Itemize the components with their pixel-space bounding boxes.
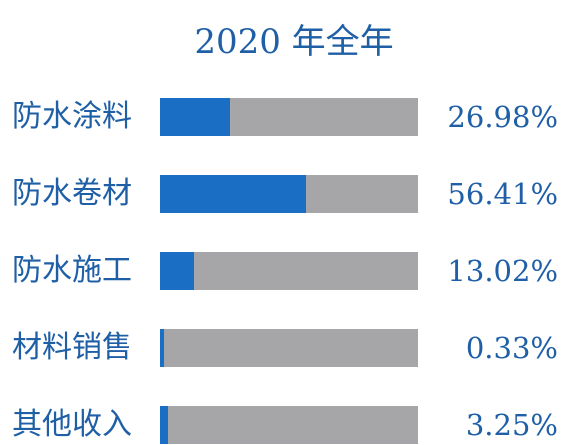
bar-track: [160, 329, 418, 367]
chart-title: 2020 年全年: [194, 22, 394, 62]
category-label: 材料销售: [12, 330, 132, 365]
bar-row: 防水卷材 56.41%: [0, 174, 588, 214]
bar-row: 防水涂料 26.98%: [0, 97, 588, 137]
category-label: 防水涂料: [12, 99, 132, 134]
bar-track: [160, 175, 418, 213]
bar: [160, 329, 164, 367]
category-label: 防水施工: [12, 253, 132, 288]
bar-row: 防水施工 13.02%: [0, 251, 588, 291]
bar-row: 材料销售 0.33%: [0, 328, 588, 368]
bar-track: [160, 406, 418, 444]
data-label: 3.25%: [465, 408, 558, 442]
bar: [160, 252, 194, 290]
bar-track: [160, 252, 418, 290]
data-label: 56.41%: [447, 177, 558, 211]
data-label: 0.33%: [465, 331, 558, 365]
bar: [160, 175, 306, 213]
category-label: 防水卷材: [12, 176, 132, 211]
data-label: 26.98%: [447, 100, 558, 134]
bar-track: [160, 98, 418, 136]
bar-row: 其他收入 3.25%: [0, 405, 588, 445]
data-label: 13.02%: [447, 254, 558, 288]
bar: [160, 98, 230, 136]
category-label: 其他收入: [12, 407, 132, 442]
bar: [160, 406, 169, 444]
